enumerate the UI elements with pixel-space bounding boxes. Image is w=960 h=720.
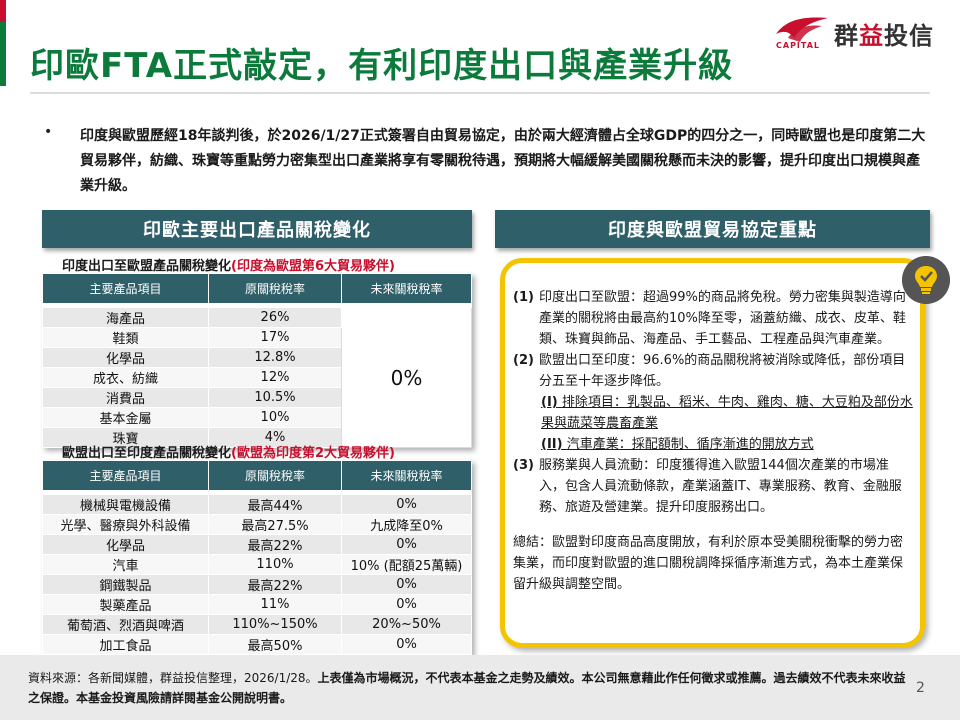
table-row: 海產品 26% 0%: [42, 307, 472, 448]
logo-swoosh-icon: [776, 17, 828, 42]
item-text: 服務業與人員流動：印度獲得進入歐盟144個次產業的市場准入，包含人員流動條款，產…: [539, 458, 902, 515]
column-header: 主要產品項目: [42, 460, 209, 491]
old-rate-cell: 最高22%: [208, 534, 342, 555]
subitem-number: (I): [541, 395, 558, 410]
table-row: 珠寶 4%: [42, 427, 472, 448]
column-header: 原關稅稅率: [208, 273, 342, 304]
product-cell: 製藥產品: [42, 594, 209, 615]
page-title: 印歐FTA正式敲定，有利印度出口與產業升級: [30, 46, 734, 86]
new-rate-cell: 0%: [341, 634, 472, 655]
new-rate-cell: 20%~50%: [341, 614, 472, 635]
new-rate-cell: 九成降至0%: [341, 514, 472, 535]
logo-subtext: CAPITAL: [776, 41, 821, 50]
eu-to-india-tariff-table: 主要產品項目 原關稅稅率 未來關稅稅率 機械與電機設備 最高44% 0% 光學、…: [42, 460, 472, 655]
subitem-text: 汽車產業：採配額制、循序漸進的開放方式: [566, 437, 814, 452]
new-rate-cell: 10% (配額25萬輛): [341, 554, 472, 575]
company-logo: 群益投信 CAPITAL: [772, 12, 952, 52]
old-rate-cell: 12%: [208, 367, 342, 388]
intro-text: 印度與歐盟歷經18年談判後，於2026/1/27正式簽署自由貿易協定，由於兩大經…: [80, 128, 926, 194]
old-rate-cell: 110%: [208, 554, 342, 575]
table-row: 成衣、紡織 12%: [42, 367, 472, 388]
table-row: 機械與電機設備 最高44% 0%: [42, 494, 472, 515]
bullet-icon: •: [44, 124, 53, 140]
table-row: 光學、醫療與外科設備 最高27.5% 九成降至0%: [42, 514, 472, 535]
column-header: 未來關稅稅率: [341, 460, 472, 491]
old-rate-cell: 10.5%: [208, 387, 342, 408]
old-rate-cell: 11%: [208, 594, 342, 615]
footer-background: [0, 655, 960, 720]
product-cell: 基本金屬: [42, 407, 209, 428]
table-row: 葡萄酒、烈酒與啤酒 110%~150% 20%~50%: [42, 614, 472, 635]
title-divider: [30, 92, 930, 94]
column-header: 原關稅稅率: [208, 460, 342, 491]
old-rate-cell: 最高44%: [208, 494, 342, 515]
table-row: 加工食品 最高50% 0%: [42, 634, 472, 655]
right-panel-header: 印度與歐盟貿易協定重點: [495, 210, 930, 248]
new-rate-cell: 0%: [341, 594, 472, 615]
table-row: 基本金屬 10%: [42, 407, 472, 428]
old-rate-cell: 26%: [208, 307, 342, 328]
product-cell: 化學品: [42, 347, 209, 368]
item-number: (1): [513, 290, 534, 305]
table-row: 鋼鐵製品 最高22% 0%: [42, 574, 472, 595]
old-rate-cell: 17%: [208, 327, 342, 348]
summary-subitem-1: (I) 排除項目：乳製品、稻米、牛肉、雞肉、糖、大豆粕及部份水果與蔬菜等農畜產業: [541, 392, 913, 434]
old-rate-cell: 110%~150%: [208, 614, 342, 635]
table-row: 消費品 10.5%: [42, 387, 472, 408]
agreement-summary-box: (1) 印度出口至歐盟：超過99%的商品將免稅。勞力密集與製造導向產業的關稅將由…: [500, 258, 925, 648]
item-text: 印度出口至歐盟：超過99%的商品將免稅。勞力密集與製造導向產業的關稅將由最高約1…: [539, 290, 906, 347]
column-header: 未來關稅稅率: [341, 273, 472, 304]
page-number: 2: [916, 680, 925, 696]
product-cell: 汽車: [42, 554, 209, 575]
subitem-text: 排除項目：乳製品、稻米、牛肉、雞肉、糖、大豆粕及部份水果與蔬菜等農畜產業: [541, 395, 913, 431]
old-rate-cell: 10%: [208, 407, 342, 428]
column-header: 主要產品項目: [42, 273, 209, 304]
table-row: 製藥產品 11% 0%: [42, 594, 472, 615]
footer-disclaimer: 資料來源：各新聞媒體，群益投信整理，2026/1/28。上表僅為市場概況，不代表…: [28, 671, 906, 705]
old-rate-cell: 4%: [208, 427, 342, 448]
new-rate-cell: 0%: [341, 534, 472, 555]
summary-content: (1) 印度出口至歐盟：超過99%的商品將免稅。勞力密集與製造導向產業的關稅將由…: [513, 287, 913, 595]
summary-item-1: (1) 印度出口至歐盟：超過99%的商品將免稅。勞力密集與製造導向產業的關稅將由…: [513, 287, 913, 350]
summary-subitem-2: (II) 汽車產業：採配額制、循序漸進的開放方式: [541, 434, 913, 455]
old-rate-cell: 最高50%: [208, 634, 342, 655]
accent-bar-red: [0, 0, 6, 22]
accent-bar-green: [0, 22, 6, 86]
product-cell: 化學品: [42, 534, 209, 555]
india-to-eu-tariff-table: 主要產品項目 原關稅稅率 未來關稅稅率 海產品 26% 0% 鞋類 17% 化學…: [42, 273, 472, 448]
lightbulb-check-icon: [902, 256, 950, 304]
logo-text: 群益投信: [834, 22, 934, 50]
old-rate-cell: 最高27.5%: [208, 514, 342, 535]
product-cell: 光學、醫療與外科設備: [42, 514, 209, 535]
intro-paragraph: • 印度與歐盟歷經18年談判後，於2026/1/27正式簽署自由貿易協定，由於兩…: [44, 124, 930, 199]
summary-item-2: (2) 歐盟出口至印度：96.6%的商品關稅將被消除或降低，部份項目分五至十年逐…: [513, 350, 913, 392]
old-rate-cell: 12.8%: [208, 347, 342, 368]
product-cell: 鞋類: [42, 327, 209, 348]
product-cell: 鋼鐵製品: [42, 574, 209, 595]
item-number: (3): [513, 458, 534, 473]
item-text: 歐盟出口至印度：96.6%的商品關稅將被消除或降低，部份項目分五至十年逐步降低。: [539, 353, 906, 389]
table2-caption: 歐盟出口至印度產品關稅變化(歐盟為印度第2大貿易夥伴): [62, 446, 395, 461]
future-rate-cell: 0%: [341, 307, 472, 448]
table1-caption: 印度出口至歐盟產品關稅變化(印度為歐盟第6大貿易夥伴): [62, 259, 395, 274]
summary-conclusion: 總結：歐盟對印度商品高度開放，有利於原本受美關稅衝擊的勞力密集業，而印度對歐盟的…: [513, 535, 904, 592]
table-row: 汽車 110% 10% (配額25萬輛): [42, 554, 472, 575]
summary-item-3: (3) 服務業與人員流動：印度獲得進入歐盟144個次產業的市場准入，包含人員流動…: [513, 455, 913, 518]
left-panel-header: 印歐主要出口產品關稅變化: [42, 210, 472, 248]
product-cell: 成衣、紡織: [42, 367, 209, 388]
new-rate-cell: 0%: [341, 494, 472, 515]
product-cell: 葡萄酒、烈酒與啤酒: [42, 614, 209, 635]
product-cell: 消費品: [42, 387, 209, 408]
new-rate-cell: 0%: [341, 574, 472, 595]
product-cell: 機械與電機設備: [42, 494, 209, 515]
product-cell: 加工食品: [42, 634, 209, 655]
subitem-number: (II): [541, 437, 563, 452]
product-cell: 珠寶: [42, 427, 209, 448]
item-number: (2): [513, 353, 534, 368]
old-rate-cell: 最高22%: [208, 574, 342, 595]
table-row: 化學品 最高22% 0%: [42, 534, 472, 555]
product-cell: 海產品: [42, 307, 209, 328]
